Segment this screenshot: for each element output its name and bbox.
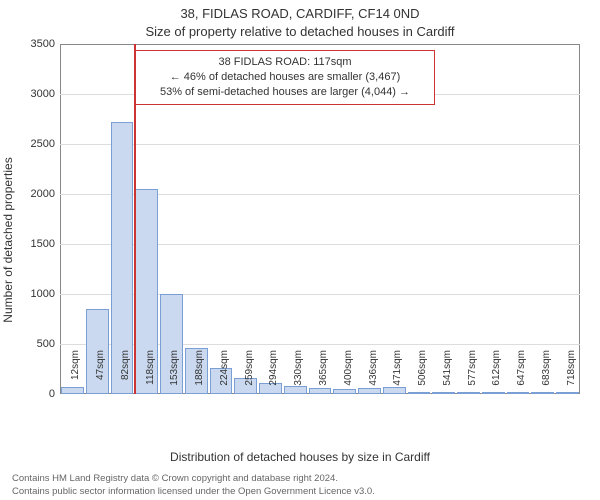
annotation-line-2: ← 46% of detached houses are smaller (3,… [144, 70, 426, 85]
x-tick-label: 365sqm [318, 350, 329, 400]
x-tick-label: 82sqm [120, 350, 131, 400]
x-tick-label: 506sqm [417, 350, 428, 400]
y-tick-label: 1500 [15, 238, 55, 250]
x-tick-label: 118sqm [145, 350, 156, 400]
annotation-line-3: 53% of semi-detached houses are larger (… [144, 85, 426, 100]
footer-attribution: Contains HM Land Registry data © Crown c… [0, 473, 600, 498]
chart-subtitle: Size of property relative to detached ho… [0, 24, 600, 39]
x-tick-label: 224sqm [219, 350, 230, 400]
annotation-box: 38 FIDLAS ROAD: 117sqm ← 46% of detached… [135, 50, 435, 105]
x-tick-label: 330sqm [293, 350, 304, 400]
chart-container: { "chart": { "type": "histogram", "title… [0, 0, 600, 500]
y-axis-label: Number of detached properties [1, 157, 15, 322]
y-tick-label: 3500 [15, 38, 55, 50]
x-tick-label: 188sqm [194, 350, 205, 400]
x-tick-label: 541sqm [442, 350, 453, 400]
annotation-line-1: 38 FIDLAS ROAD: 117sqm [144, 55, 426, 70]
x-tick-label: 153sqm [169, 350, 180, 400]
plot-area: 38 FIDLAS ROAD: 117sqm ← 46% of detached… [60, 44, 580, 394]
footer-line-1: Contains HM Land Registry data © Crown c… [12, 473, 600, 485]
x-tick-label: 47sqm [95, 350, 106, 400]
y-tick-label: 500 [15, 338, 55, 350]
x-tick-label: 471sqm [392, 350, 403, 400]
x-tick-label: 612sqm [491, 350, 502, 400]
footer-line-2: Contains public sector information licen… [12, 486, 600, 498]
x-tick-label: 683sqm [541, 350, 552, 400]
y-tick-label: 0 [15, 388, 55, 400]
y-tick-label: 2500 [15, 138, 55, 150]
y-tick-label: 2000 [15, 188, 55, 200]
x-tick-label: 718sqm [566, 350, 577, 400]
x-tick-label: 294sqm [268, 350, 279, 400]
x-axis-label: Distribution of detached houses by size … [0, 450, 600, 464]
x-tick-label: 436sqm [368, 350, 379, 400]
x-tick-label: 647sqm [516, 350, 527, 400]
x-tick-label: 259sqm [244, 350, 255, 400]
y-tick-label: 3000 [15, 88, 55, 100]
chart-title: 38, FIDLAS ROAD, CARDIFF, CF14 0ND [0, 6, 600, 21]
x-tick-label: 12sqm [70, 350, 81, 400]
x-tick-label: 577sqm [467, 350, 478, 400]
x-tick-label: 400sqm [343, 350, 354, 400]
y-tick-label: 1000 [15, 288, 55, 300]
